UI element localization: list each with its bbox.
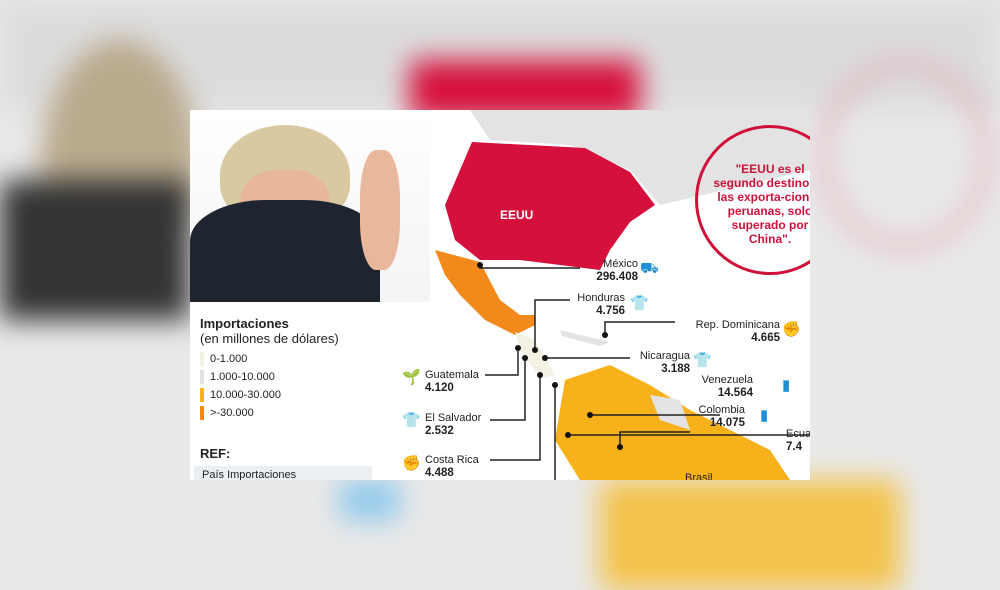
ref-table-header: País Importaciones [194,466,372,480]
legend-subtitle: (en millones de dólares) [200,331,339,346]
label-nicaragua: Nicaragua 3.188 [639,350,690,375]
map-central-america [515,332,555,378]
forklift-icon: ⛟ [640,260,659,277]
tshirt-icon: 👕 [630,295,649,312]
tshirt-icon: 👕 [693,352,712,369]
legend-item: >-30.000 [200,406,339,420]
oil-barrel-icon: ▮ [782,377,791,394]
quote-circle: "EEUU es el segundo destino de las expor… [695,125,810,275]
oil-barrel-icon: ▮ [760,407,769,424]
hand-icon: ✊ [402,455,421,472]
label-el-salvador: El Salvador 2.532 [425,412,482,437]
label-honduras: Honduras 4.756 [577,292,625,317]
label-guatemala: Guatemala 4.120 [425,369,479,394]
plant-icon: 🌱 [402,369,421,386]
label-ecuador: Ecua 7.4 [786,428,810,453]
legend-item: 0-1.000 [200,352,339,366]
map-usa [445,142,655,270]
label-venezuela: Venezuela 14.564 [701,374,753,399]
label-brasil: Brasil [685,472,713,480]
legend-item: 10.000-30.000 [200,388,339,402]
eeuu-label: EEUU [500,208,534,222]
label-rep-dominicana: Rep. Dominicana 4.665 [695,319,780,344]
map-mexico [435,250,535,335]
label-colombia: Colombia 14.075 [698,404,745,429]
ref-title: REF: [200,446,231,461]
legend-title: Importaciones [200,316,289,331]
infographic-panel: EEUU "EEUU es el segundo destino de las … [190,110,810,480]
label-mexico: México 296.408 [596,258,638,283]
legend-item: 1.000-10.000 [200,370,339,384]
map-caribbean [560,330,610,346]
legend: Importaciones (en millones de dólares) 0… [200,316,339,420]
tshirt-icon: 👕 [402,412,421,429]
trump-photo [190,110,430,302]
label-costa-rica: Costa Rica 4.488 [425,454,479,479]
map-guianas [650,395,690,430]
hand-icon: ✊ [782,321,801,338]
